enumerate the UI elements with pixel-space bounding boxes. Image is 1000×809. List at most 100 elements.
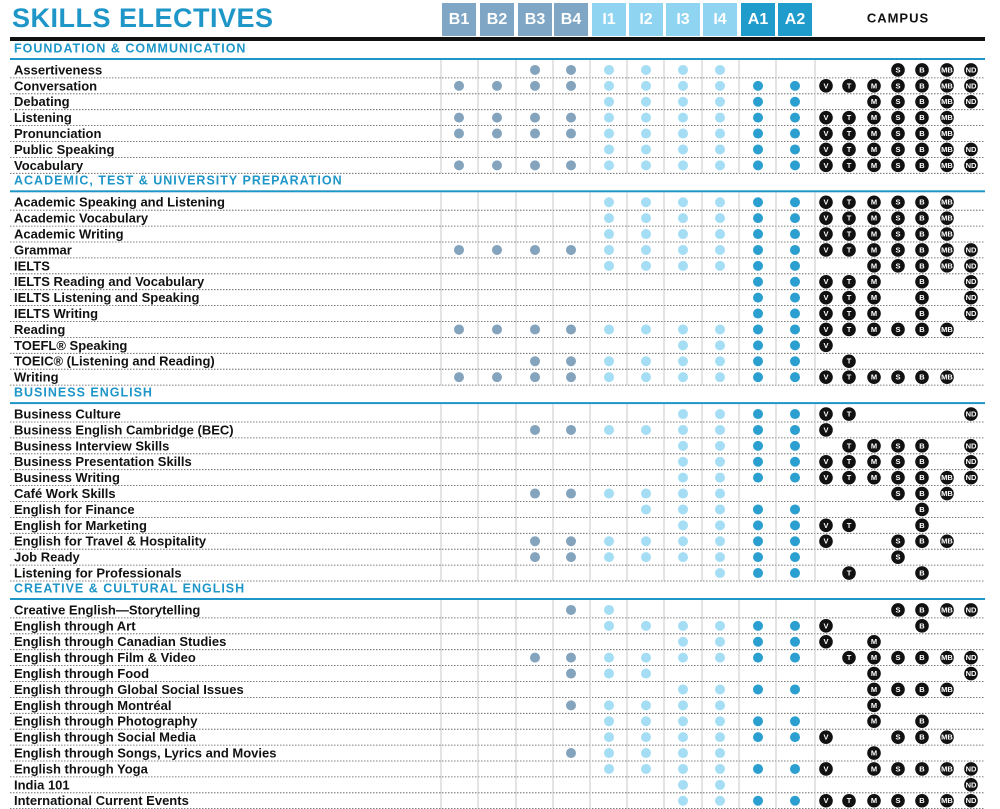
level-dot — [641, 96, 651, 107]
level-dot — [753, 652, 763, 663]
level-dot — [678, 700, 688, 711]
campus-icon — [867, 274, 881, 289]
campus-code: T — [847, 129, 852, 138]
course-name: IELTS Listening and Speaking — [14, 290, 199, 305]
level-dot — [790, 197, 800, 208]
course-name: English through Food — [14, 666, 149, 681]
campus-code: T — [847, 441, 852, 450]
campus-code: B — [919, 81, 925, 90]
course-name: Creative English—Storytelling — [14, 602, 200, 617]
campus-code: MB — [941, 733, 953, 742]
campus-icon — [915, 682, 929, 697]
level-dot — [753, 732, 763, 743]
campus-code: S — [895, 796, 900, 805]
campus-code: ND — [966, 161, 977, 170]
level-dot — [790, 652, 800, 663]
level-dot — [678, 748, 688, 759]
campus-icon — [915, 63, 929, 77]
course-name: Job Ready — [14, 550, 81, 565]
campus-icon — [940, 227, 954, 241]
campus-icon — [819, 126, 833, 141]
campus-code: B — [919, 129, 925, 138]
level-dot — [790, 763, 800, 774]
campus-icon — [867, 110, 881, 125]
level-dot — [753, 128, 763, 139]
campus-code: V — [823, 733, 828, 742]
level-dot — [678, 536, 688, 547]
section-title: CREATIVE & CULTURAL ENGLISH — [14, 581, 245, 595]
campus-icon — [940, 534, 954, 549]
campus-icon — [940, 762, 954, 776]
campus-code: MB — [941, 764, 953, 773]
campus-icon — [842, 407, 856, 421]
campus-code: V — [823, 113, 828, 122]
level-dot — [790, 160, 800, 171]
level-dot — [790, 96, 800, 107]
level-dot — [604, 96, 614, 107]
campus-icon — [940, 94, 954, 109]
level-dot — [790, 424, 800, 435]
level-dot — [715, 520, 725, 531]
level-dot — [790, 732, 800, 743]
level-dot — [715, 763, 725, 774]
campus-code: V — [823, 796, 828, 805]
level-dot — [678, 424, 688, 435]
level-dot — [678, 552, 688, 563]
campus-code: B — [919, 214, 925, 223]
level-dot — [753, 552, 763, 563]
campus-code: T — [847, 796, 852, 805]
level-dot — [715, 636, 725, 647]
level-dot — [530, 80, 540, 91]
level-dot — [454, 112, 464, 123]
campus-code: B — [919, 796, 925, 805]
level-dot — [492, 128, 502, 139]
level-dot — [641, 160, 651, 171]
campus-icon — [891, 439, 905, 453]
campus-icon — [940, 259, 954, 273]
level-dot — [454, 128, 464, 139]
campus-code: M — [871, 97, 877, 106]
level-dot — [715, 356, 725, 367]
level-dot — [641, 80, 651, 91]
level-dot — [790, 308, 800, 319]
campus-icon — [842, 195, 856, 210]
campus-icon — [819, 195, 833, 210]
level-dot — [454, 80, 464, 91]
campus-code: M — [871, 309, 877, 318]
campus-code: M — [871, 81, 877, 90]
campus-icon — [842, 79, 856, 93]
level-dot — [530, 356, 540, 367]
campus-icon — [842, 211, 856, 225]
campus-code: M — [871, 293, 877, 302]
course-name: Listening — [14, 110, 72, 125]
level-dot — [790, 795, 800, 806]
level-dot — [530, 424, 540, 435]
campus-icon — [867, 243, 881, 257]
level-dot — [604, 552, 614, 563]
level-dot — [790, 292, 800, 303]
campus-code: V — [823, 198, 828, 207]
campus-code: S — [895, 537, 900, 546]
campus-icon — [891, 534, 905, 549]
campus-icon — [891, 682, 905, 697]
level-dot — [790, 112, 800, 123]
campus-icon — [915, 290, 929, 305]
campus-code: MB — [941, 685, 953, 694]
campus-code: T — [847, 521, 852, 530]
level-dot — [678, 96, 688, 107]
level-dot — [530, 128, 540, 139]
level-dot — [604, 748, 614, 759]
campus-icon — [964, 63, 978, 77]
level-dot — [641, 620, 651, 631]
campus-code: S — [895, 473, 900, 482]
campus-code: V — [823, 457, 828, 466]
level-dot — [678, 324, 688, 335]
campus-code: B — [919, 230, 925, 239]
course-name: Business Culture — [14, 406, 121, 421]
section-rule — [10, 190, 985, 193]
level-dot — [641, 324, 651, 335]
level-dot — [790, 213, 800, 224]
campus-icon — [940, 650, 954, 665]
campus-icon — [940, 79, 954, 93]
campus-code: M — [871, 161, 877, 170]
